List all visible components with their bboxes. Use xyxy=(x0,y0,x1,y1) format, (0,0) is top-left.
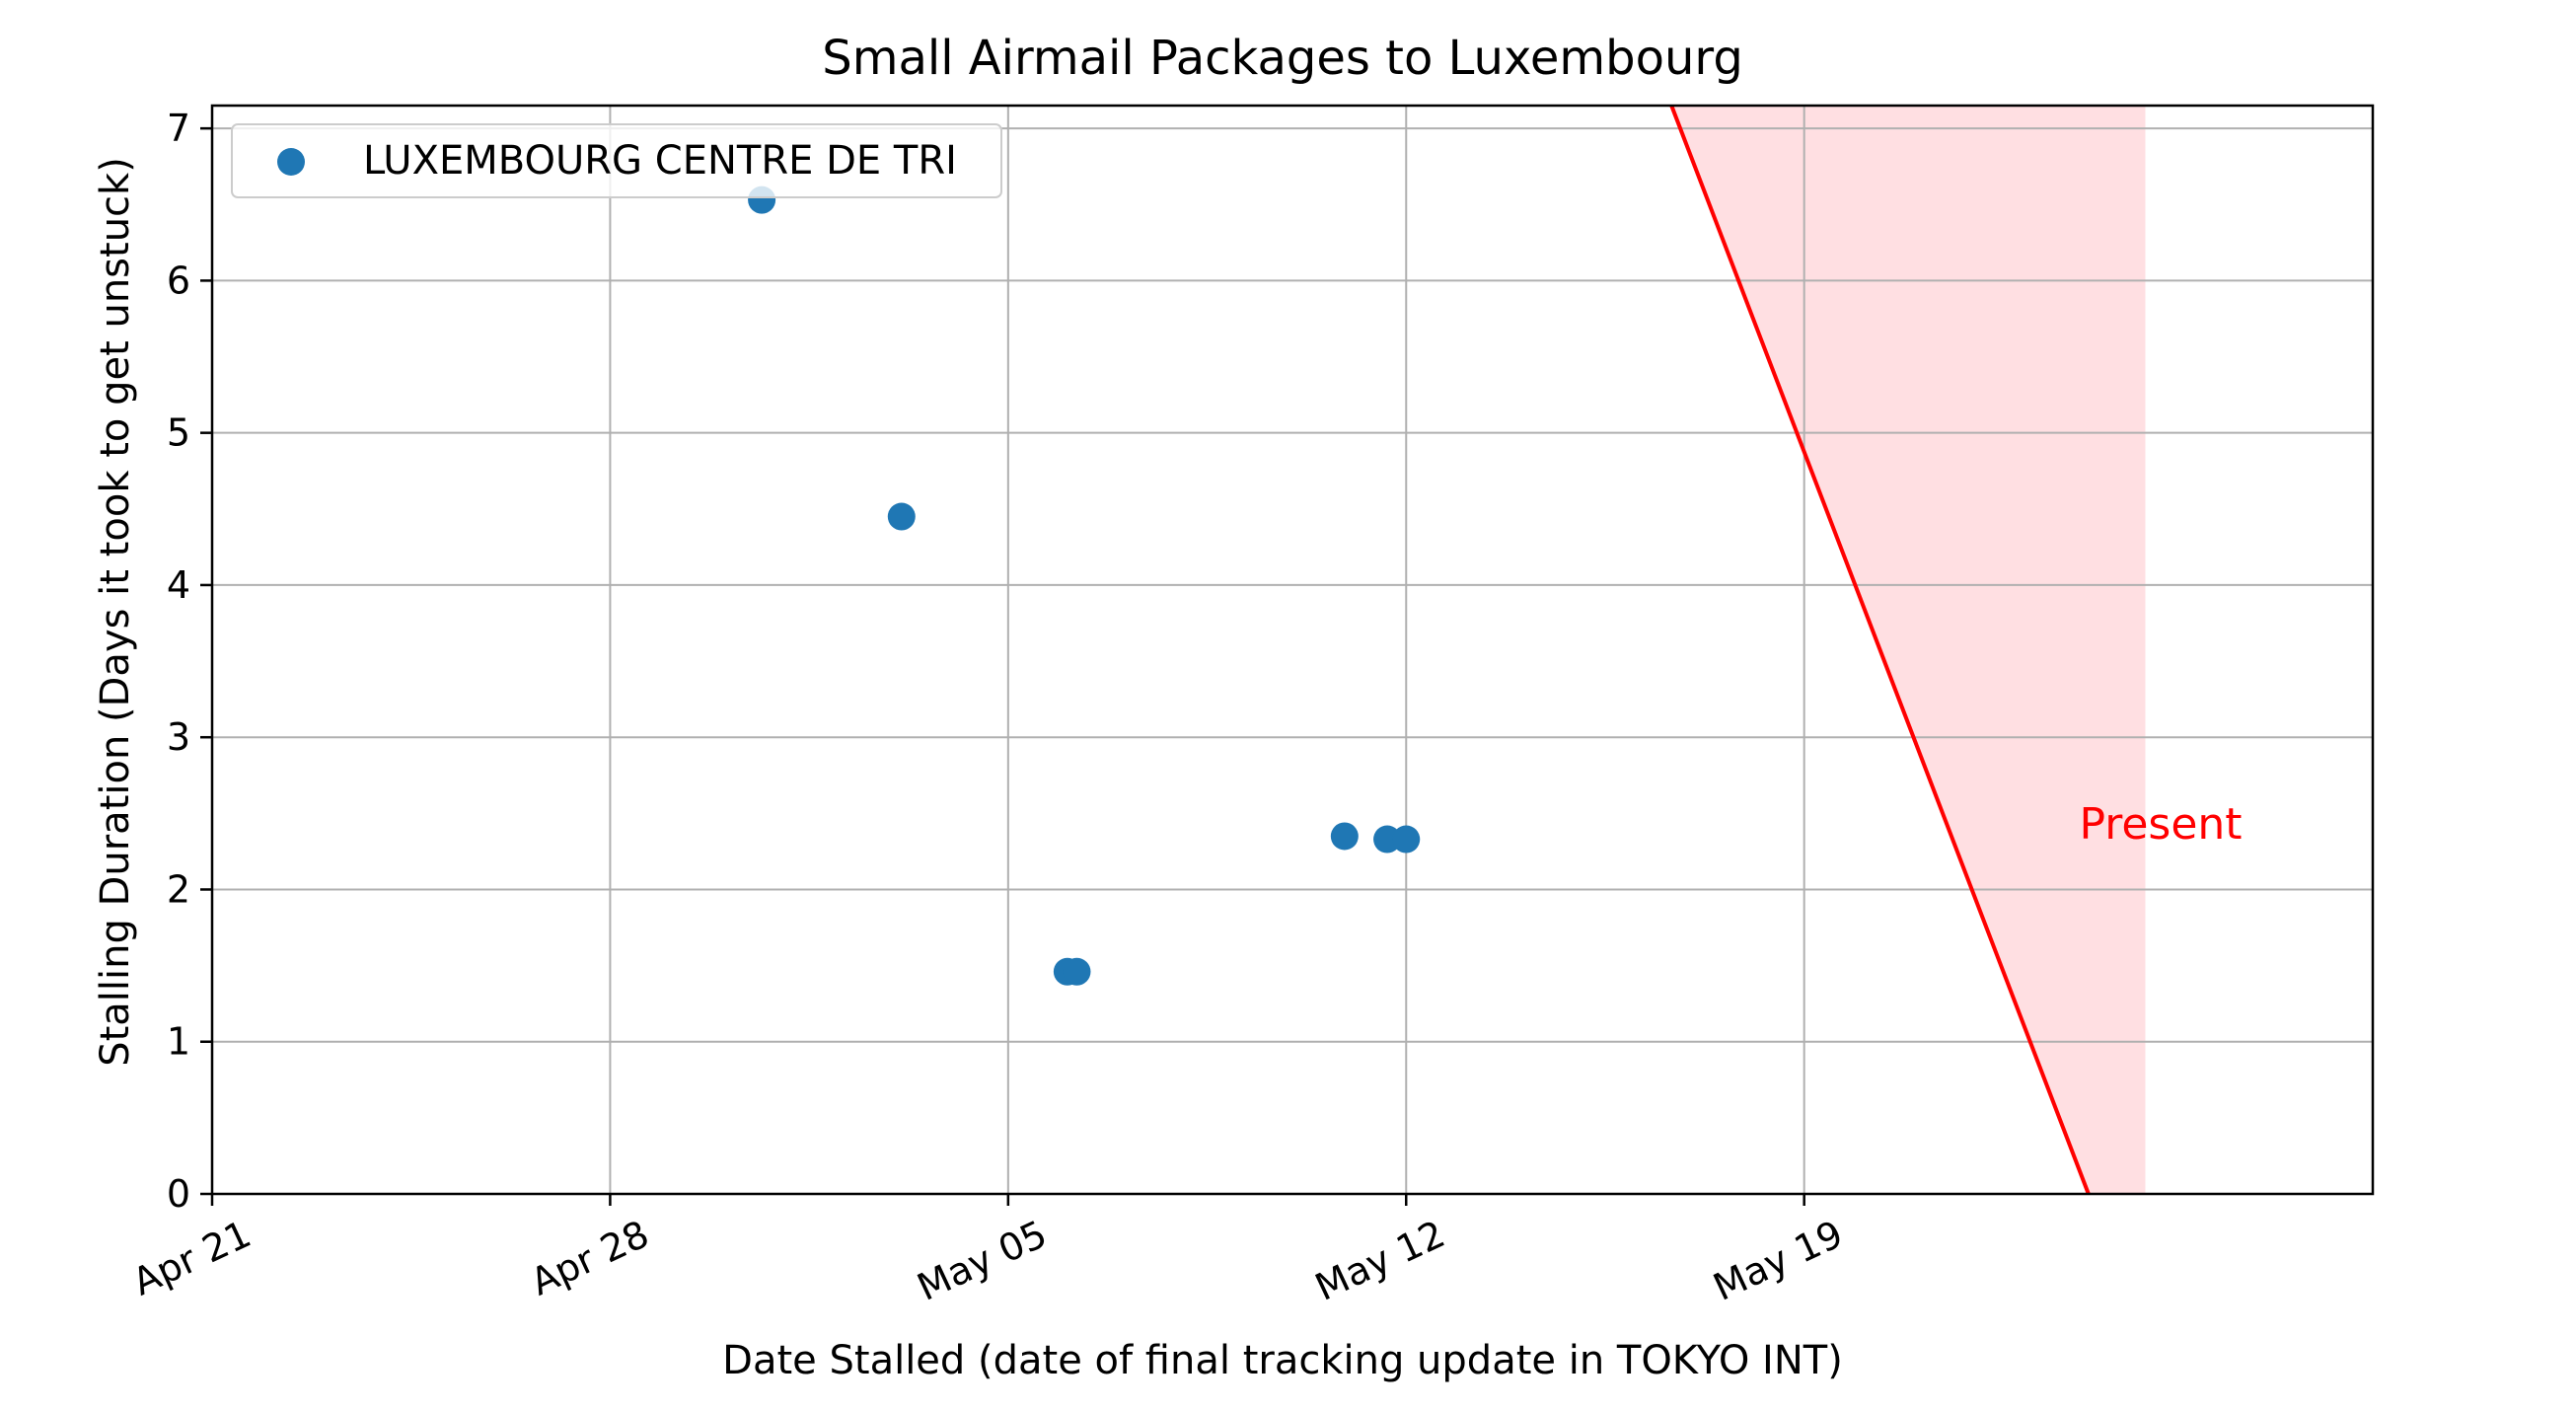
data-point xyxy=(1373,825,1402,854)
present-shade-layer xyxy=(1671,106,2146,1194)
y-tick-label: 4 xyxy=(167,563,190,607)
y-tick-label: 2 xyxy=(167,867,190,911)
data-point xyxy=(1063,957,1091,986)
legend-box xyxy=(231,123,1002,198)
y-tick-label: 3 xyxy=(167,715,190,759)
data-point xyxy=(1330,822,1359,851)
data-point xyxy=(887,502,916,531)
chart-title: Small Airmail Packages to Luxembourg xyxy=(822,31,1743,86)
x-axis-label: Date Stalled (date of final tracking upd… xyxy=(722,1338,1843,1383)
points-layer xyxy=(748,186,1421,986)
y-axis-label: Stalling Duration (Days it took to get u… xyxy=(93,157,138,1067)
y-tick-label: 1 xyxy=(167,1020,190,1064)
legend-marker xyxy=(277,148,305,176)
data-point xyxy=(1392,825,1421,854)
y-tick-label: 0 xyxy=(167,1172,190,1216)
legend-label: LUXEMBOURG CENTRE DE TRI xyxy=(363,138,957,184)
legend: LUXEMBOURG CENTRE DE TRI xyxy=(231,123,1002,198)
y-tick-label: 7 xyxy=(167,107,190,150)
plot-frame xyxy=(210,104,2375,1196)
y-tick-label: 6 xyxy=(167,259,190,302)
present-line xyxy=(1669,105,2091,1195)
present-label: Present xyxy=(2079,799,2242,850)
grid-layer xyxy=(212,106,2373,1194)
present-line-layer: Present xyxy=(1669,105,2243,1195)
present-shaded-region xyxy=(1671,106,2146,1194)
y-tick-label: 5 xyxy=(167,411,190,455)
